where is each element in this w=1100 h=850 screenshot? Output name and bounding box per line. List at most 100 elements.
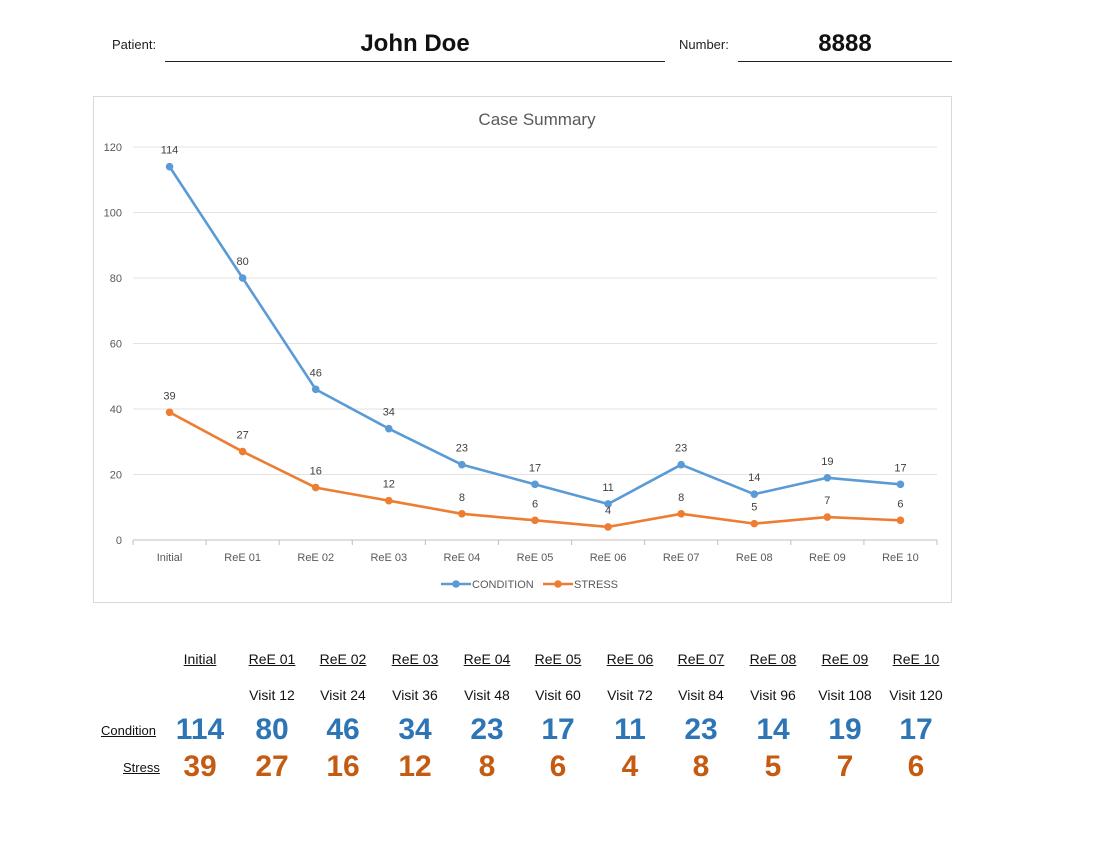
data-point-condition <box>531 480 539 489</box>
y-tick-label: 20 <box>110 470 122 482</box>
data-label-stress: 5 <box>751 502 757 514</box>
data-point-stress <box>165 408 174 417</box>
condition-value: 114 <box>175 713 225 746</box>
x-tick-label: ReE 09 <box>809 552 846 564</box>
data-label-condition: 114 <box>161 145 179 157</box>
legend-label-condition: CONDITION <box>472 579 534 591</box>
condition-value: 17 <box>541 713 575 746</box>
visit-label: Visit 60 <box>535 687 581 703</box>
series-line-condition <box>168 165 901 506</box>
y-tick-label: 40 <box>110 404 122 416</box>
chart-frame <box>93 96 952 603</box>
x-tick-label: ReE 08 <box>736 552 773 564</box>
stress-value: 6 <box>549 750 567 783</box>
y-tick-label: 120 <box>104 142 122 154</box>
x-tick-label: ReE 03 <box>370 552 407 564</box>
data-label-stress: 16 <box>310 466 322 478</box>
data-point-condition <box>385 424 393 433</box>
table-header: ReE 10 <box>892 651 940 667</box>
visit-label: Visit 48 <box>464 687 510 703</box>
visit-label: Visit 108 <box>818 687 872 703</box>
data-label-stress: 8 <box>678 492 684 504</box>
condition-value: 14 <box>756 713 790 746</box>
table-header: ReE 02 <box>319 651 367 667</box>
legend-marker-condition <box>452 580 460 588</box>
table-header: ReE 08 <box>749 651 797 667</box>
visit-label: Visit 12 <box>249 687 295 703</box>
visit-label: Visit 120 <box>889 687 943 703</box>
stress-value: 7 <box>836 750 854 783</box>
x-tick-label: ReE 02 <box>297 552 334 564</box>
number-label: Number: <box>679 37 729 52</box>
x-tick-label: ReE 07 <box>663 552 700 564</box>
data-label-condition: 14 <box>748 472 760 484</box>
data-label-stress: 6 <box>897 498 903 510</box>
visit-label: Visit 24 <box>320 687 366 703</box>
x-tick-label: Initial <box>157 552 183 564</box>
stress-value: 39 <box>183 750 217 783</box>
data-point-condition <box>238 274 247 282</box>
stress-value: 27 <box>255 750 289 783</box>
number-underline <box>738 61 952 62</box>
legend-label-stress: STRESS <box>574 579 618 591</box>
data-point-stress <box>677 510 685 518</box>
condition-row-label: Condition <box>101 723 156 738</box>
case-summary-chart: Case Summary 0 20 40 60 80 100 120 Initial ReE 01… <box>104 110 938 591</box>
x-tick-label: ReE 06 <box>590 552 627 564</box>
data-label-stress: 6 <box>532 498 538 510</box>
data-label-stress: 4 <box>605 505 611 517</box>
table-header: ReE 06 <box>606 651 654 667</box>
condition-value: 17 <box>899 713 933 746</box>
stress-value: 6 <box>907 750 925 783</box>
data-point-condition <box>677 460 685 469</box>
stress-value: 8 <box>478 750 496 783</box>
table-header: ReE 01 <box>248 651 296 667</box>
data-point-stress <box>750 519 759 528</box>
number-field[interactable]: 8888 <box>818 30 872 57</box>
data-label-condition: 17 <box>529 462 541 474</box>
data-label-stress: 39 <box>163 390 175 402</box>
data-point-stress <box>311 483 320 492</box>
condition-value: 46 <box>326 713 360 746</box>
visit-label: Visit 72 <box>607 687 653 703</box>
data-point-condition <box>823 473 832 482</box>
y-tick-label: 100 <box>104 208 122 220</box>
table-header: ReE 05 <box>534 651 582 667</box>
data-point-stress <box>385 496 393 505</box>
data-point-condition <box>896 480 905 489</box>
y-tick-label: 0 <box>116 535 122 547</box>
data-label-condition: 80 <box>237 256 249 268</box>
data-label-condition: 23 <box>675 443 687 455</box>
condition-value: 23 <box>470 713 504 746</box>
data-point-condition <box>311 385 320 394</box>
x-tick-label: ReE 05 <box>517 552 554 564</box>
data-point-stress <box>896 516 905 525</box>
x-tick-label: ReE 10 <box>882 552 919 564</box>
stress-row-label: Stress <box>123 760 160 775</box>
table-header: ReE 09 <box>821 651 869 667</box>
data-point-condition <box>165 162 174 171</box>
visit-label: Visit 96 <box>750 687 796 703</box>
data-point-stress <box>458 510 466 518</box>
chart-title: Case Summary <box>478 110 596 129</box>
legend-marker-stress <box>554 580 562 588</box>
condition-value: 11 <box>614 713 646 746</box>
data-label-stress: 7 <box>824 495 830 507</box>
visit-label: Visit 36 <box>392 687 438 703</box>
patient-label: Patient: <box>112 37 157 52</box>
table-header: ReE 07 <box>677 651 725 667</box>
table-header: ReE 03 <box>391 651 439 667</box>
patient-name-field[interactable]: John Doe <box>360 30 470 57</box>
data-point-condition <box>604 500 612 508</box>
data-point-condition <box>750 490 759 498</box>
table-header: ReE 04 <box>463 651 511 667</box>
data-label-stress: 27 <box>237 430 249 442</box>
data-point-stress <box>604 523 612 531</box>
visit-label: Visit 84 <box>678 687 724 703</box>
stress-value: 4 <box>621 750 639 783</box>
data-label-condition: 23 <box>456 443 468 455</box>
stress-value: 16 <box>326 750 360 783</box>
stress-value: 12 <box>398 750 432 783</box>
data-label-condition: 19 <box>821 456 833 468</box>
condition-value: 80 <box>255 713 289 746</box>
